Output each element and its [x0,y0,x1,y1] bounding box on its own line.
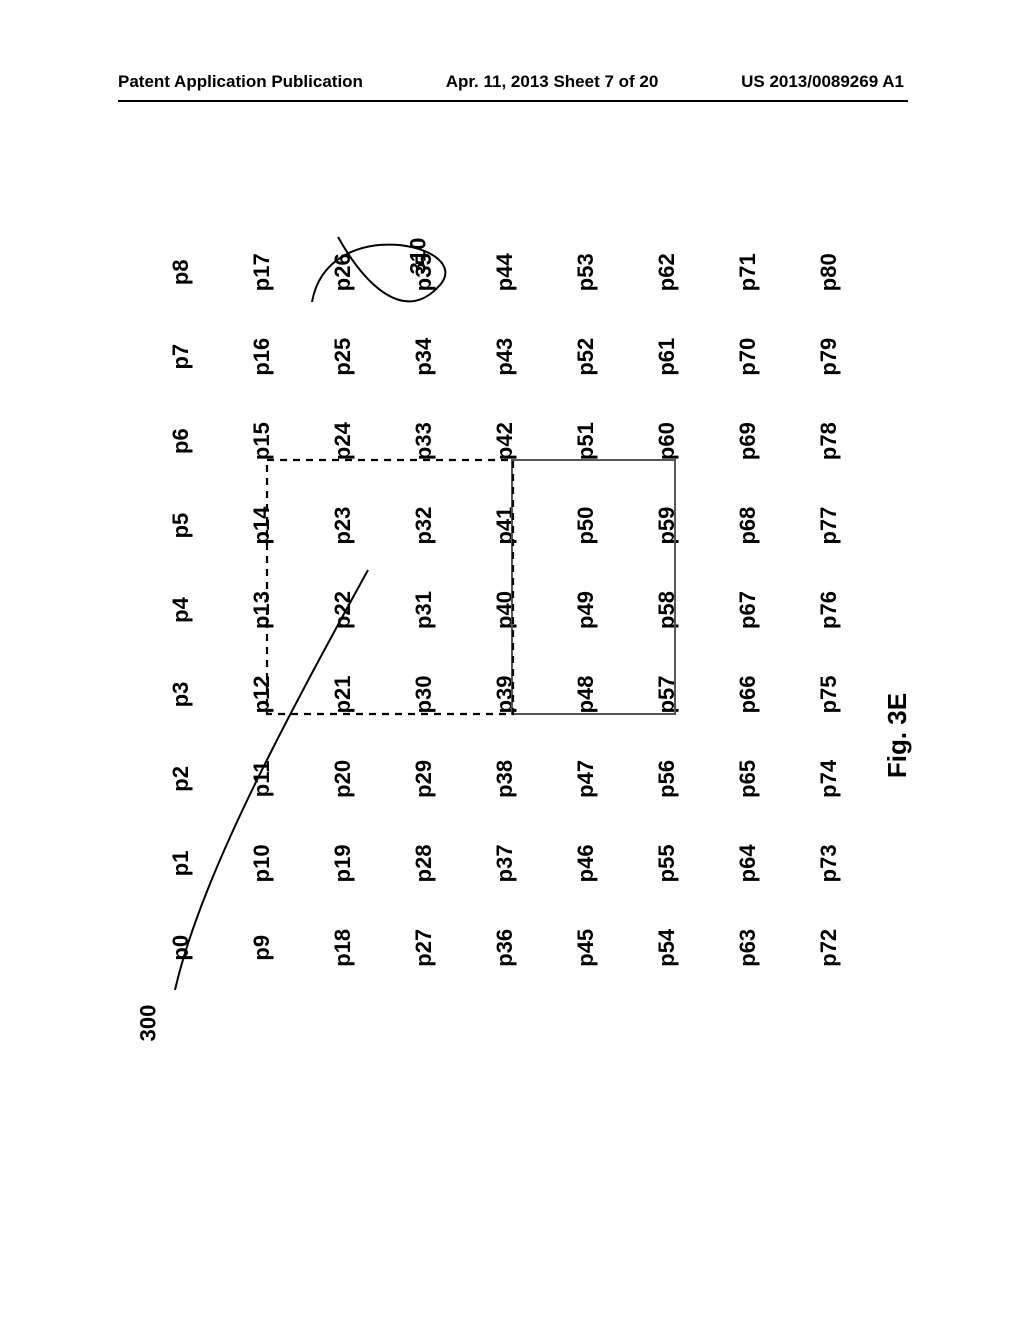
grid-cell: p65 [708,737,789,821]
grid-cell: p6 [140,399,221,483]
grid-cell: p49 [546,568,627,652]
grid-cell: p60 [627,399,708,483]
grid-cell: p14 [221,483,302,567]
grid-cell: p41 [464,483,545,567]
grid-cell: p30 [383,652,464,736]
grid-cell: p31 [383,568,464,652]
grid-cell: p10 [221,821,302,905]
grid-cell: p68 [708,483,789,567]
grid-cell: p47 [546,737,627,821]
grid-cell: p69 [708,399,789,483]
grid-cell: p8 [140,230,221,314]
grid-cell: p36 [464,906,545,990]
grid-cell: p21 [302,652,383,736]
grid-cell: p48 [546,652,627,736]
grid-cell: p76 [789,568,870,652]
grid-cell: p74 [789,737,870,821]
grid-cell: p55 [627,821,708,905]
grid-cell: p59 [627,483,708,567]
grid-cell: p32 [383,483,464,567]
grid-cell: p5 [140,483,221,567]
grid-cell: p52 [546,314,627,398]
grid-cell: p62 [627,230,708,314]
grid-cell: p80 [789,230,870,314]
grid-cell: p61 [627,314,708,398]
grid-cell: p77 [789,483,870,567]
grid-cell: p39 [464,652,545,736]
grid-cell: p3 [140,652,221,736]
grid-cell: p37 [464,821,545,905]
header-center: Apr. 11, 2013 Sheet 7 of 20 [446,72,659,92]
ref-310-text: 310 [405,238,430,275]
header-rule [118,100,908,102]
grid-cell: p27 [383,906,464,990]
grid-cell: p72 [789,906,870,990]
figure-label-text: Fig. 3E [882,693,912,778]
figure-label: Fig. 3E [882,693,913,778]
grid-cell: p19 [302,821,383,905]
grid-cell: p40 [464,568,545,652]
grid-cell: p33 [383,399,464,483]
grid-cell: p0 [140,906,221,990]
grid-cell: p75 [789,652,870,736]
ref-310: 310 [405,238,431,275]
grid-cell: p79 [789,314,870,398]
grid-cell: p50 [546,483,627,567]
grid-cell: p70 [708,314,789,398]
grid-cell: p56 [627,737,708,821]
grid-cell: p12 [221,652,302,736]
pixel-grid-rotated: p0p1p2p3p4p5p6p7p8p9p10p11p12p13p14p15p1… [125,245,885,975]
grid-cell: p46 [546,821,627,905]
grid-cell: p67 [708,568,789,652]
grid-cell: p45 [546,906,627,990]
grid-cell: p20 [302,737,383,821]
ref-300: 300 [135,1005,161,1042]
grid-cell: p13 [221,568,302,652]
grid-cell: p26 [302,230,383,314]
grid-cell: p57 [627,652,708,736]
grid-cell: p34 [383,314,464,398]
grid-cell: p25 [302,314,383,398]
grid-cell: p63 [708,906,789,990]
grid-cell: p24 [302,399,383,483]
grid-cell: p7 [140,314,221,398]
grid-cell: p1 [140,821,221,905]
patent-header: Patent Application Publication Apr. 11, … [0,72,1024,92]
grid-cell: p58 [627,568,708,652]
grid-cell: p22 [302,568,383,652]
grid-cell: p66 [708,652,789,736]
grid-cell: p9 [221,906,302,990]
grid-cell: p16 [221,314,302,398]
grid-cell: p4 [140,568,221,652]
grid-cell: p15 [221,399,302,483]
grid-cell: p38 [464,737,545,821]
pixel-grid: p0p1p2p3p4p5p6p7p8p9p10p11p12p13p14p15p1… [140,230,870,990]
grid-cell: p43 [464,314,545,398]
grid-cell: p54 [627,906,708,990]
grid-cell: p29 [383,737,464,821]
ref-300-text: 300 [135,1005,160,1042]
grid-cell: p64 [708,821,789,905]
header-right: US 2013/0089269 A1 [741,72,904,92]
grid-cell: p18 [302,906,383,990]
grid-cell: p71 [708,230,789,314]
header-left: Patent Application Publication [118,72,363,92]
grid-cell: p42 [464,399,545,483]
grid-cell: p51 [546,399,627,483]
grid-cell: p78 [789,399,870,483]
grid-cell: p17 [221,230,302,314]
grid-cell: p11 [221,737,302,821]
figure-area: p0p1p2p3p4p5p6p7p8p9p10p11p12p13p14p15p1… [140,230,870,990]
grid-cell: p53 [546,230,627,314]
grid-cell: p73 [789,821,870,905]
grid-cell: p2 [140,737,221,821]
grid-cell: p28 [383,821,464,905]
grid-cell: p23 [302,483,383,567]
grid-cell: p44 [464,230,545,314]
